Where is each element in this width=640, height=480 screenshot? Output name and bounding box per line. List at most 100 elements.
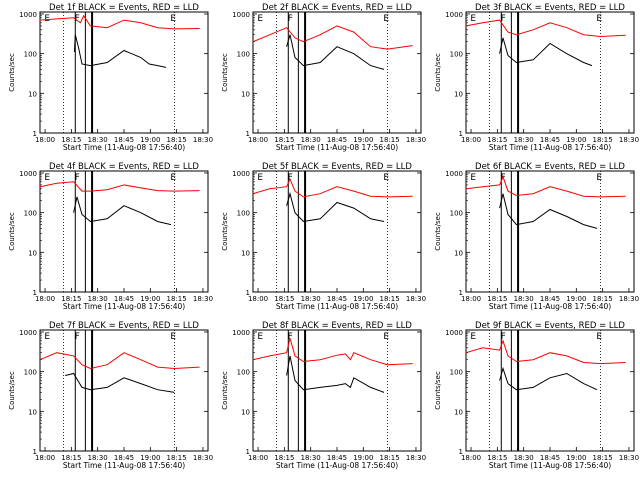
x-tick-label: 18:00: [35, 454, 55, 462]
x-tick-label: 18:00: [248, 295, 268, 303]
plot-frame: [39, 11, 209, 134]
marker-e-left: E: [257, 14, 263, 24]
panel-4: Det 4f BLACK = Events, RED = LLD 1 10 100 10…: [8, 162, 213, 311]
series-line-events: [286, 34, 385, 70]
plot-frame: [252, 170, 422, 293]
series-line-lld: [465, 175, 626, 198]
x-tick-label: 18:30: [406, 454, 426, 462]
x-tick-label: 18:30: [88, 295, 108, 303]
y-axis-label: Counts/sec: [8, 371, 16, 410]
series-line-events: [499, 366, 598, 391]
x-tick-label: 19:00: [140, 454, 160, 462]
y-tick-label: 10: [28, 249, 37, 257]
series-line-lld: [252, 177, 413, 198]
x-tick-label: 18:45: [540, 295, 560, 303]
series-line-lld: [465, 339, 626, 365]
series-line-events: [499, 37, 593, 67]
marker-e-right: E: [383, 332, 389, 342]
y-tick-label: 1: [246, 130, 250, 138]
panel-1: Det 1f BLACK = Events, RED = LLD 1 10 100 10…: [8, 3, 213, 152]
x-tick-label: 18:15: [593, 295, 613, 303]
marker-f: F: [501, 14, 506, 24]
y-tick-label: 1: [33, 289, 37, 297]
x-tick-label: 18:30: [193, 295, 213, 303]
x-tick-label: 18:30: [88, 454, 108, 462]
x-tick-label: 18:30: [193, 136, 213, 144]
x-tick-label: 18:00: [35, 136, 55, 144]
plot-frame: [465, 170, 635, 293]
marker-f: F: [75, 332, 80, 342]
y-tick-label: 100: [24, 51, 37, 59]
x-tick-label: 18:15: [487, 454, 507, 462]
series-line-lld: [252, 25, 413, 50]
chart-title: Det 6f BLACK = Events, RED = LLD: [475, 162, 625, 172]
panel-6: Det 6f BLACK = Events, RED = LLD 1 10 100 10…: [434, 162, 639, 311]
x-tick-label: 18:15: [487, 136, 507, 144]
y-tick-label: 100: [237, 369, 250, 377]
x-axis-label: Start Time (11-Aug-08 17:56:40): [276, 143, 398, 152]
x-tick-label: 18:00: [461, 295, 481, 303]
series-line-events: [73, 34, 167, 68]
x-tick-label: 18:45: [327, 454, 347, 462]
series-line-events: [286, 355, 385, 393]
y-tick-label: 100: [24, 369, 37, 377]
x-tick-label: 18:15: [274, 295, 294, 303]
marker-f: F: [75, 173, 80, 183]
marker-e-right: E: [170, 14, 176, 24]
marker-f: F: [288, 332, 293, 342]
x-axis-label: Start Time (11-Aug-08 17:56:40): [63, 302, 185, 311]
y-tick-label: 10: [454, 249, 463, 257]
y-tick-label: 1000: [232, 329, 250, 337]
marker-e-right: E: [170, 332, 176, 342]
marker-e-right: E: [170, 173, 176, 183]
x-axis-label: Start Time (11-Aug-08 17:56:40): [63, 461, 185, 470]
y-axis-label: Counts/sec: [434, 53, 442, 92]
x-tick-label: 18:30: [88, 136, 108, 144]
x-tick-label: 18:30: [301, 295, 321, 303]
x-tick-label: 18:15: [61, 454, 81, 462]
marker-f: F: [288, 14, 293, 24]
x-tick-label: 18:00: [248, 136, 268, 144]
x-axis-label: Start Time (11-Aug-08 17:56:40): [276, 302, 398, 311]
x-axis-label: Start Time (11-Aug-08 17:56:40): [489, 302, 611, 311]
x-tick-label: 18:45: [114, 295, 134, 303]
y-tick-label: 100: [450, 51, 463, 59]
plot-frame: [252, 11, 422, 134]
marker-e-left: E: [257, 173, 263, 183]
x-tick-label: 18:15: [274, 454, 294, 462]
y-tick-label: 1: [246, 289, 250, 297]
marker-e-right: E: [596, 14, 602, 24]
panel-7: Det 7f BLACK = Events, RED = LLD 1 10 100 10…: [8, 321, 213, 470]
x-tick-label: 18:30: [514, 295, 534, 303]
x-tick-label: 18:30: [619, 295, 639, 303]
series-line-lld: [39, 181, 200, 192]
chart-title: Det 3f BLACK = Events, RED = LLD: [475, 3, 625, 13]
y-tick-label: 100: [24, 210, 37, 218]
x-tick-label: 18:15: [167, 295, 187, 303]
y-tick-label: 10: [241, 90, 250, 98]
y-tick-label: 1: [459, 448, 463, 456]
x-axis-label: Start Time (11-Aug-08 17:56:40): [489, 461, 611, 470]
y-tick-label: 100: [237, 210, 250, 218]
y-tick-label: 1: [459, 130, 463, 138]
y-tick-label: 1: [33, 130, 37, 138]
plot-frame: [252, 329, 422, 452]
x-tick-label: 19:00: [353, 295, 373, 303]
y-axis-label: Counts/sec: [8, 212, 16, 251]
plot-frame: [39, 170, 209, 293]
y-tick-label: 100: [237, 51, 250, 59]
x-tick-label: 19:00: [566, 136, 586, 144]
x-tick-label: 18:30: [619, 454, 639, 462]
marker-e-left: E: [470, 332, 476, 342]
x-tick-label: 18:15: [487, 295, 507, 303]
marker-f: F: [501, 332, 506, 342]
x-tick-label: 18:45: [114, 136, 134, 144]
x-tick-label: 18:15: [61, 295, 81, 303]
y-tick-label: 10: [241, 249, 250, 257]
x-tick-label: 19:00: [140, 295, 160, 303]
marker-f: F: [288, 173, 293, 183]
series-line-lld: [465, 19, 626, 38]
y-axis-label: Counts/sec: [221, 212, 229, 251]
x-tick-label: 19:00: [140, 136, 160, 144]
x-tick-label: 18:00: [461, 454, 481, 462]
